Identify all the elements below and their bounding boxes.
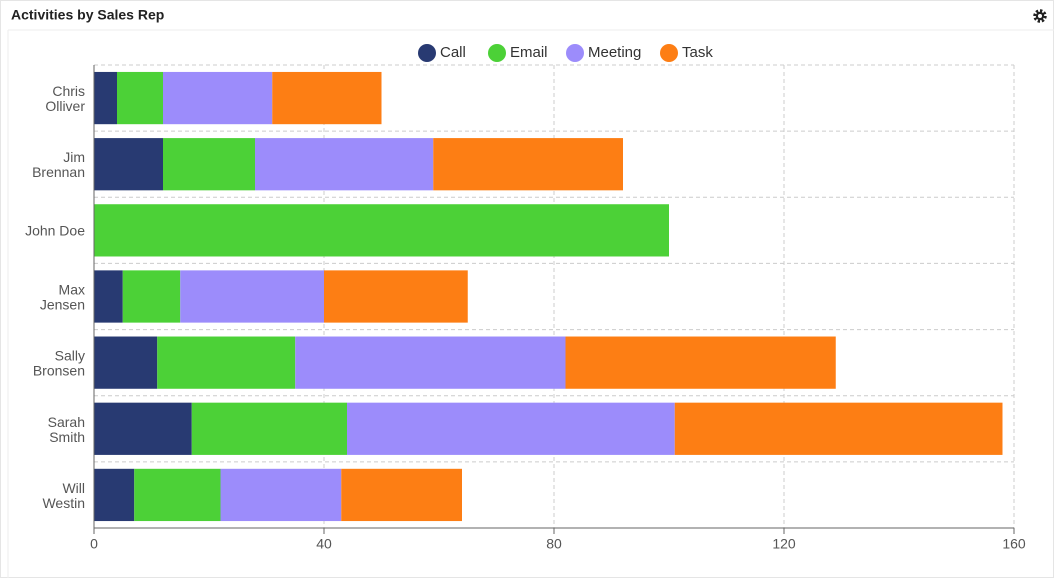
bar-segment <box>157 336 296 389</box>
bar-segment <box>117 71 163 125</box>
legend-label: Call <box>440 44 466 61</box>
bar-segment <box>94 270 123 323</box>
bar-segment <box>191 402 347 455</box>
bar-segment <box>94 204 669 257</box>
bar-segment <box>134 468 221 522</box>
x-tick-label: 120 <box>772 536 796 552</box>
bar-segment <box>565 336 836 389</box>
bar-segment <box>220 468 342 522</box>
legend-swatch <box>660 44 678 62</box>
y-tick-label: Chris Olliver <box>45 83 85 114</box>
y-tick-label: John Doe <box>25 222 85 238</box>
bar-segment <box>94 138 163 191</box>
bar-segment <box>341 468 462 522</box>
chart-title: Activities by Sales Rep <box>11 7 164 23</box>
x-tick-label: 80 <box>546 536 562 552</box>
bar-segment <box>94 71 117 125</box>
x-tick-label: 160 <box>1002 536 1026 552</box>
x-tick-label: 0 <box>90 536 98 552</box>
bar-segment <box>324 270 468 323</box>
bar-segment <box>94 402 192 455</box>
x-tick-label: 40 <box>316 536 332 552</box>
bar-segment <box>674 402 1003 455</box>
settings-icon[interactable] <box>1033 9 1047 23</box>
legend-label: Email <box>510 44 548 61</box>
y-tick-label: Jim Brennan <box>32 149 85 180</box>
bar-segment <box>94 336 158 389</box>
bar-segment <box>94 468 135 522</box>
y-tick-label: Will Westin <box>42 480 85 511</box>
legend-swatch <box>488 44 506 62</box>
legend-swatch <box>566 44 584 62</box>
y-tick-label: Max Jensen <box>40 282 85 313</box>
bar-segment <box>433 138 623 191</box>
y-tick-label: Sally Bronsen <box>33 348 85 379</box>
bar-segment <box>163 138 255 191</box>
legend-swatch <box>418 44 436 62</box>
bar-segment <box>255 138 434 191</box>
bar-segment <box>122 270 181 323</box>
bar-segment <box>272 71 382 125</box>
legend-label: Task <box>682 44 713 61</box>
bar-segment <box>347 402 675 455</box>
bar-segment <box>295 336 566 389</box>
bar-segment <box>163 71 273 125</box>
bar-segment <box>180 270 324 323</box>
legend-label: Meeting <box>588 44 641 61</box>
y-tick-label: Sarah Smith <box>48 414 85 445</box>
